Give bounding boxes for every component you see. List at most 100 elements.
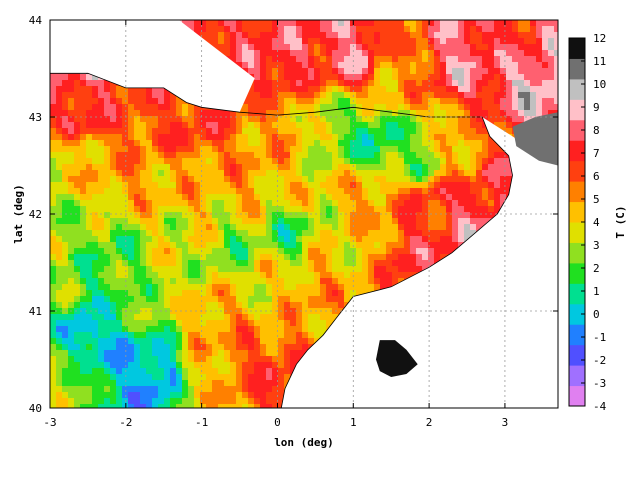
- heat-cell: [164, 254, 170, 260]
- heat-cell: [188, 284, 194, 290]
- heat-cell: [182, 242, 188, 248]
- heat-cell: [80, 164, 86, 170]
- heat-cell: [320, 248, 326, 254]
- heat-cell: [158, 116, 164, 122]
- heat-cell: [116, 254, 122, 260]
- heat-cell: [62, 206, 68, 212]
- heat-cell: [254, 278, 260, 284]
- heat-cell: [434, 50, 440, 56]
- heat-cell: [428, 170, 434, 176]
- heat-cell: [296, 32, 302, 38]
- heat-cell: [422, 170, 428, 176]
- heat-cell: [362, 158, 368, 164]
- heat-cell: [164, 302, 170, 308]
- heat-cell: [146, 194, 152, 200]
- heat-cell: [326, 56, 332, 62]
- heat-cell: [170, 122, 176, 128]
- heat-cell: [86, 266, 92, 272]
- heat-cell: [182, 254, 188, 260]
- heat-cell: [92, 224, 98, 230]
- heat-cell: [422, 128, 428, 134]
- heat-cell: [212, 272, 218, 278]
- heat-cell: [362, 236, 368, 242]
- heat-cell: [182, 344, 188, 350]
- heat-cell: [326, 218, 332, 224]
- heat-cell: [482, 20, 488, 26]
- heat-cell: [146, 338, 152, 344]
- heat-cell: [416, 218, 422, 224]
- heat-cell: [290, 248, 296, 254]
- heat-cell: [170, 170, 176, 176]
- heat-cell: [158, 302, 164, 308]
- heat-cell: [56, 236, 62, 242]
- heat-cell: [86, 122, 92, 128]
- heat-cell: [434, 104, 440, 110]
- heat-cell: [440, 242, 446, 248]
- heat-cell: [452, 134, 458, 140]
- heat-cell: [80, 356, 86, 362]
- heat-cell: [68, 356, 74, 362]
- heat-cell: [440, 188, 446, 194]
- heat-cell: [296, 266, 302, 272]
- heat-cell: [410, 116, 416, 122]
- heat-cell: [320, 308, 326, 314]
- heat-cell: [326, 32, 332, 38]
- heat-cell: [170, 212, 176, 218]
- heat-cell: [218, 188, 224, 194]
- heat-cell: [290, 344, 296, 350]
- heat-cell: [98, 92, 104, 98]
- heat-cell: [356, 248, 362, 254]
- heat-cell: [512, 92, 518, 98]
- heat-cell: [50, 260, 56, 266]
- heat-cell: [146, 134, 152, 140]
- heat-cell: [266, 110, 272, 116]
- heat-cell: [278, 344, 284, 350]
- heat-cell: [386, 140, 392, 146]
- heat-cell: [392, 218, 398, 224]
- heat-cell: [482, 80, 488, 86]
- heat-cell: [140, 194, 146, 200]
- heat-cell: [110, 236, 116, 242]
- heat-cell: [374, 86, 380, 92]
- heat-cell: [224, 362, 230, 368]
- heat-cell: [296, 278, 302, 284]
- heat-cell: [86, 362, 92, 368]
- heat-cell: [62, 218, 68, 224]
- heat-cell: [404, 74, 410, 80]
- heat-cell: [122, 320, 128, 326]
- heat-cell: [272, 230, 278, 236]
- heat-cell: [104, 116, 110, 122]
- heat-cell: [164, 290, 170, 296]
- heat-cell: [80, 296, 86, 302]
- heat-cell: [428, 194, 434, 200]
- heat-cell: [98, 296, 104, 302]
- heat-cell: [296, 128, 302, 134]
- heat-cell: [92, 74, 98, 80]
- heat-cell: [224, 140, 230, 146]
- heat-cell: [338, 104, 344, 110]
- heat-cell: [170, 146, 176, 152]
- heat-cell: [404, 62, 410, 68]
- heat-cell: [416, 248, 422, 254]
- heat-cell: [404, 104, 410, 110]
- heat-cell: [392, 212, 398, 218]
- heat-cell: [374, 116, 380, 122]
- heat-cell: [386, 92, 392, 98]
- heat-cell: [260, 278, 266, 284]
- heat-cell: [50, 230, 56, 236]
- heat-cell: [110, 278, 116, 284]
- heat-cell: [110, 182, 116, 188]
- heat-cell: [380, 236, 386, 242]
- heat-cell: [50, 332, 56, 338]
- heat-cell: [236, 356, 242, 362]
- heat-cell: [548, 44, 554, 50]
- heat-cell: [140, 110, 146, 116]
- heat-cell: [536, 86, 542, 92]
- heat-cell: [260, 38, 266, 44]
- heat-cell: [290, 314, 296, 320]
- heat-cell: [140, 152, 146, 158]
- heat-cell: [260, 230, 266, 236]
- heat-cell: [326, 206, 332, 212]
- heat-cell: [344, 170, 350, 176]
